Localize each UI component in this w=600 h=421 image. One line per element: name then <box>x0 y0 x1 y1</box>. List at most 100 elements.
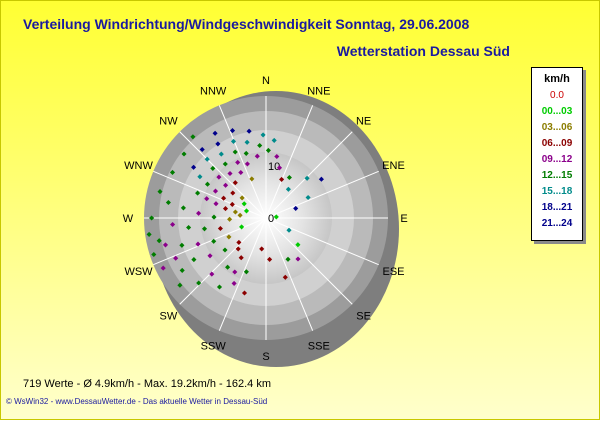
data-point-81 <box>173 255 179 261</box>
data-point-6 <box>221 195 227 201</box>
data-point-15 <box>204 156 210 162</box>
data-point-12 <box>223 182 229 188</box>
legend-items: 0.0 00...03 03...06 06...09 09...12 12...15 15… <box>532 90 582 229</box>
data-point-67 <box>162 242 169 248</box>
data-point-3 <box>204 196 210 202</box>
direction-label-ne: NE <box>356 115 371 127</box>
footer-credit: © WsWin32 - www.DessauWetter.de - Das ak… <box>6 397 268 406</box>
spoke-nne <box>265 105 314 219</box>
data-point-99 <box>249 176 255 182</box>
data-point-25 <box>232 149 238 155</box>
legend-item-8: 21...24 <box>541 218 573 229</box>
spoke-ne <box>265 131 353 219</box>
data-point-30 <box>244 139 250 145</box>
data-point-57 <box>225 264 231 270</box>
data-point-83 <box>146 231 152 237</box>
legend-item-1: 00...03 <box>541 106 573 117</box>
data-point-55 <box>231 280 237 286</box>
data-point-66 <box>179 242 185 248</box>
legend-item-7: 18...21 <box>541 202 573 213</box>
data-point-60 <box>222 247 228 253</box>
legend-item-4: 09...12 <box>541 154 573 165</box>
data-point-24 <box>235 159 241 165</box>
summary-stats: 719 Werte - Ø 4.9km/h - Max. 19.2km/h - … <box>23 378 271 390</box>
data-point-34 <box>260 132 266 138</box>
data-point-91 <box>216 284 223 290</box>
direction-label-w: W <box>123 213 134 225</box>
legend-item-3: 06...09 <box>541 138 573 149</box>
data-point-52 <box>267 256 273 262</box>
data-point-39 <box>279 176 285 182</box>
data-point-74 <box>196 210 202 216</box>
data-point-8 <box>204 181 211 187</box>
data-point-17 <box>232 180 238 186</box>
data-point-79 <box>151 251 157 258</box>
data-point-20 <box>218 151 224 157</box>
legend-title: km/h <box>544 73 570 85</box>
direction-label-n: N <box>262 75 270 87</box>
spoke-wsw <box>153 217 267 266</box>
data-point-95 <box>241 201 247 207</box>
data-point-49 <box>295 256 301 262</box>
data-point-40 <box>286 174 292 181</box>
spoke-sw <box>179 217 267 305</box>
data-point-56 <box>238 255 244 261</box>
data-point-19 <box>222 161 228 167</box>
legend-item-6: 15...18 <box>541 186 573 197</box>
data-point-93 <box>241 290 248 296</box>
data-point-0 <box>232 209 238 215</box>
data-point-70 <box>186 224 192 231</box>
data-point-88 <box>149 215 155 221</box>
direction-label-ese: ESE <box>382 266 404 278</box>
data-point-11 <box>230 190 236 196</box>
data-point-96 <box>239 224 245 230</box>
data-point-45 <box>293 205 299 211</box>
direction-label-wnw: WNW <box>124 160 153 172</box>
chart-title: Verteilung Windrichtung/Windgeschwindigk… <box>23 16 470 32</box>
spoke-ese <box>265 217 379 266</box>
legend-box: km/h 0.0 00...03 03...06 06...09 09...12 12..… <box>531 67 583 241</box>
direction-spokes <box>144 96 388 340</box>
data-point-41 <box>285 186 291 192</box>
direction-labels: N NNE NE ENE E ESE SE SSE S SSW SW WSW W WNW NW NNW <box>123 75 408 363</box>
data-point-61 <box>207 253 213 259</box>
spoke-ene <box>265 170 379 219</box>
spoke-se <box>265 217 353 305</box>
data-point-4 <box>195 190 201 196</box>
data-point-77 <box>160 265 166 271</box>
data-point-80 <box>177 282 183 288</box>
direction-label-nnw: NNW <box>200 86 227 98</box>
data-point-98 <box>237 212 243 218</box>
data-point-76 <box>165 199 171 206</box>
data-points <box>146 128 324 296</box>
data-point-22 <box>212 130 218 136</box>
data-point-64 <box>211 238 217 244</box>
data-point-54 <box>243 269 249 275</box>
spoke-nnw <box>218 105 267 219</box>
spoke-nw <box>179 131 267 219</box>
data-point-47 <box>286 227 292 233</box>
data-point-85 <box>169 169 176 175</box>
data-point-68 <box>217 225 223 232</box>
radial-tick-labels: 0 10 <box>268 161 280 225</box>
data-point-73 <box>211 214 217 220</box>
data-point-71 <box>170 221 176 228</box>
direction-label-sw: SW <box>160 311 178 323</box>
data-point-90 <box>235 246 241 252</box>
direction-label-nw: NW <box>159 115 178 127</box>
data-point-18 <box>227 170 233 177</box>
direction-label-sse: SSE <box>308 340 330 352</box>
direction-label-ene: ENE <box>382 160 405 172</box>
data-point-26 <box>230 138 237 144</box>
radial-tick-0: 0 <box>268 213 274 225</box>
data-point-86 <box>181 151 187 157</box>
direction-label-s: S <box>262 351 269 363</box>
data-point-78 <box>179 267 185 273</box>
data-point-51 <box>282 274 288 280</box>
data-point-65 <box>195 241 201 247</box>
data-point-53 <box>259 246 265 252</box>
station-name: Wetterstation Dessau Süd <box>336 43 510 59</box>
data-point-87 <box>190 134 196 140</box>
